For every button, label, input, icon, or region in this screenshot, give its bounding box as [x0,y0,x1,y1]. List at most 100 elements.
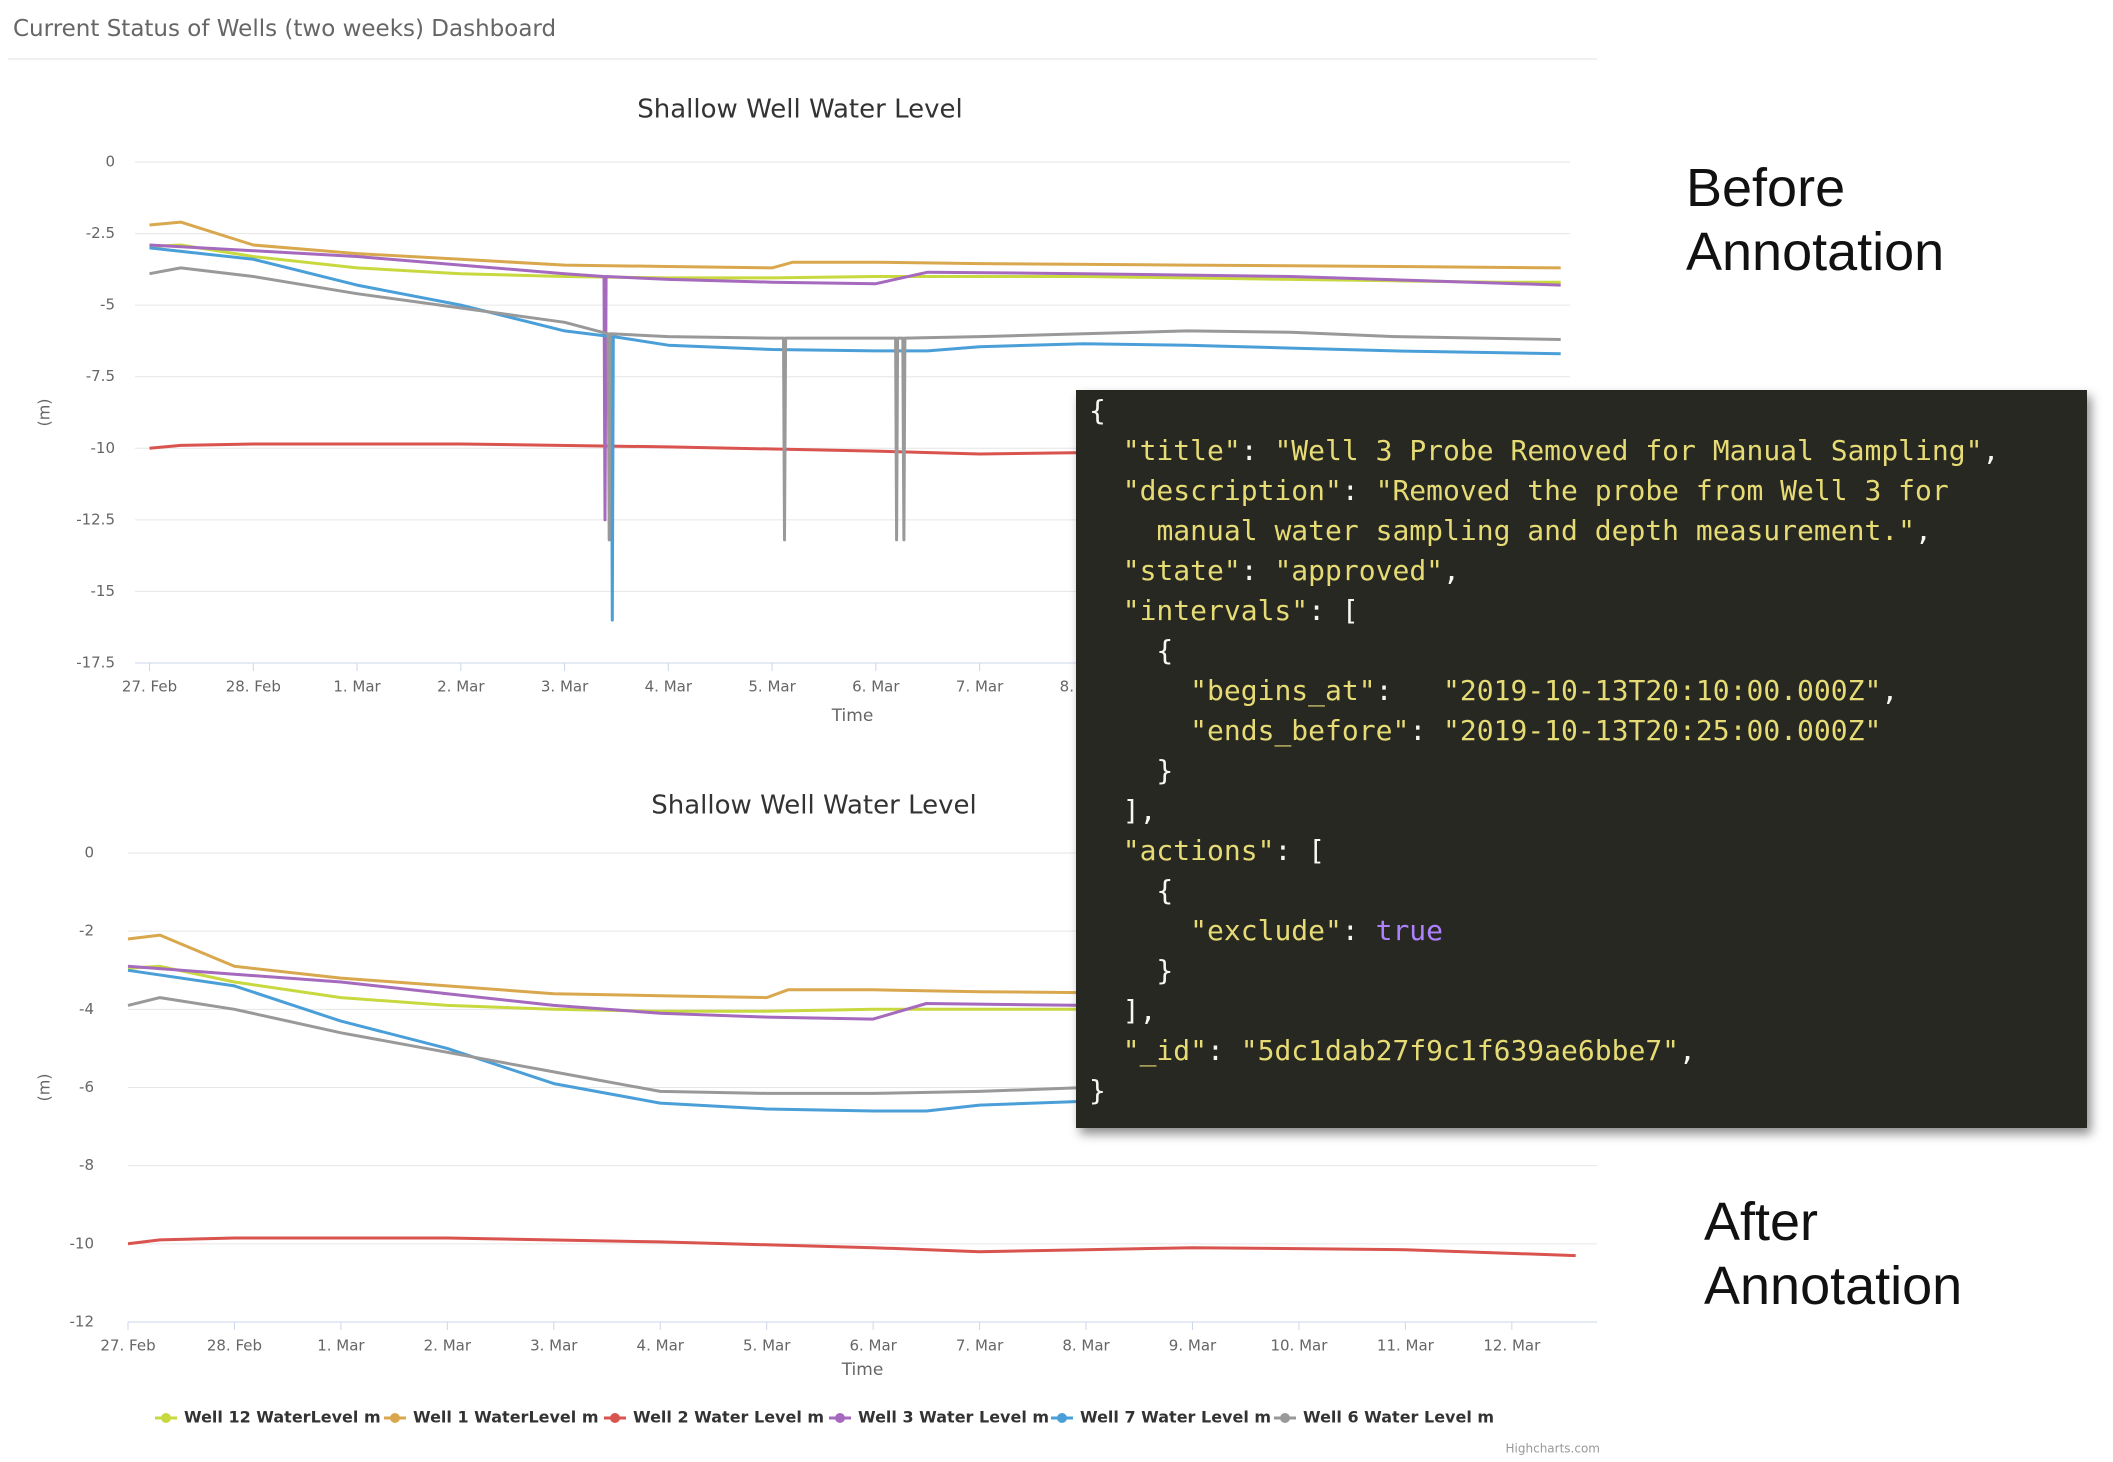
x-tick-label: 4. Mar [637,1337,685,1355]
y-tick-label: -7.5 [86,367,115,385]
x-tick-label: 6. Mar [849,1337,897,1355]
code-line: "_id": "5dc1dab27f9c1f639ae6bbe7", [1089,1031,2087,1071]
code-token [1089,714,1190,747]
after-label: After Annotation [1704,1192,1963,1316]
y-tick-label: -4 [79,1000,94,1018]
code-line: "title": "Well 3 Probe Removed for Manua… [1089,431,2087,471]
code-token: , [1881,674,1899,707]
code-line: } [1089,951,2087,991]
code-token: "intervals" [1122,594,1309,627]
code-token: { [1089,874,1174,907]
y-tick-label: -8 [79,1156,94,1174]
legend-item[interactable]: Well 2 Water Level m [633,1408,824,1427]
code-token: , [1915,514,1932,547]
code-token: : [ [1274,834,1326,867]
chart-title: Shallow Well Water Level [651,791,976,821]
code-line: manual water sampling and depth measurem… [1089,511,2087,551]
code-token: "Removed the probe from Well 3 for [1375,474,1949,507]
y-tick-label: -2 [79,922,94,940]
code-line: { [1089,391,2087,431]
code-line: ], [1089,991,2087,1031]
code-token: true [1375,914,1444,947]
legend-marker [161,1413,171,1423]
x-tick-label: 11. Mar [1377,1337,1435,1355]
code-token [1089,834,1123,867]
code-token: "2019-10-13T20:10:00.000Z" [1443,674,1882,707]
code-token [1089,1034,1123,1067]
code-token: : [1240,434,1275,467]
y-tick-label: -10 [70,1234,95,1252]
code-line: "state": "approved", [1089,551,2087,591]
code-token: : [1207,1034,1241,1067]
y-axis-title: (m) [35,1073,54,1101]
x-tick-label: 28. Feb [207,1337,262,1355]
code-line: { [1089,871,2087,911]
code-line: ], [1089,791,2087,831]
y-tick-label: -17.5 [76,654,115,672]
series-line [149,266,1561,542]
x-tick-label: 2. Mar [437,678,485,696]
code-token: : [ [1308,594,1359,627]
x-tick-label: 4. Mar [645,678,693,696]
code-line: "actions": [ [1089,831,2087,871]
x-tick-label: 2. Mar [424,1337,472,1355]
x-tick-label: 6. Mar [852,678,900,696]
x-tick-label: 10. Mar [1270,1337,1328,1355]
annotation-json-panel: { "title": "Well 3 Probe Removed for Man… [1076,390,2087,1128]
code-token: : [1375,674,1444,707]
code-token: "actions" [1122,834,1275,867]
code-line: "description": "Removed the probe from W… [1089,471,2087,511]
y-tick-label: -5 [100,296,115,314]
series-line [149,243,1561,284]
legend-item[interactable]: Well 3 Water Level m [858,1408,1049,1427]
code-line: "ends_before": "2019-10-13T20:25:00.000Z… [1089,711,2087,751]
x-tick-label: 3. Mar [541,678,589,696]
code-line: "begins_at": "2019-10-13T20:10:00.000Z", [1089,671,2087,711]
code-token: "title" [1122,434,1241,467]
code-token: "approved" [1274,554,1444,587]
legend-marker [835,1413,845,1423]
code-token: "5dc1dab27f9c1f639ae6bbe7" [1240,1034,1680,1067]
series-line [149,246,1561,622]
code-token: : [1341,474,1376,507]
legend-item[interactable]: Well 7 Water Level m [1080,1408,1271,1427]
code-line: } [1089,1071,2087,1111]
code-token: } [1089,754,1174,787]
code-token: : [1341,914,1376,947]
x-tick-label: 1. Mar [317,1337,365,1355]
x-tick-label: 1. Mar [333,678,381,696]
y-tick-label: -6 [79,1078,94,1096]
legend-marker [610,1413,620,1423]
code-line: { [1089,631,2087,671]
code-token [1089,474,1123,507]
code-line: } [1089,751,2087,791]
chart-title: Shallow Well Water Level [637,95,962,125]
code-token: "2019-10-13T20:25:00.000Z" [1443,714,1882,747]
legend-marker [1280,1413,1290,1423]
code-token: "begins_at" [1190,674,1376,707]
y-tick-label: 0 [105,153,115,171]
code-token: "Well 3 Probe Removed for Manual Samplin… [1274,434,1983,467]
legend-item[interactable]: Well 6 Water Level m [1303,1408,1494,1427]
code-token [1089,594,1123,627]
x-tick-label: 9. Mar [1169,1337,1217,1355]
y-axis-title: (m) [35,398,54,426]
code-token [1089,674,1190,707]
code-token: } [1089,954,1174,987]
y-tick-label: -12.5 [76,510,115,528]
y-tick-label: -2.5 [86,224,115,242]
code-token: , [1982,434,2000,467]
code-token: { [1089,634,1174,667]
code-token: , [1443,554,1460,587]
legend-item[interactable]: Well 1 WaterLevel m [413,1408,599,1427]
legend-item[interactable]: Well 12 WaterLevel m [184,1408,381,1427]
code-token: "state" [1122,554,1241,587]
code-line: "exclude": true [1089,911,2087,951]
series-line [149,243,1561,522]
code-token: "_id" [1122,1034,1208,1067]
x-tick-label: 27. Feb [100,1337,155,1355]
x-tick-label: 7. Mar [956,1337,1004,1355]
code-token: manual water sampling and depth measurem… [1156,514,1916,547]
code-token [1089,554,1123,587]
